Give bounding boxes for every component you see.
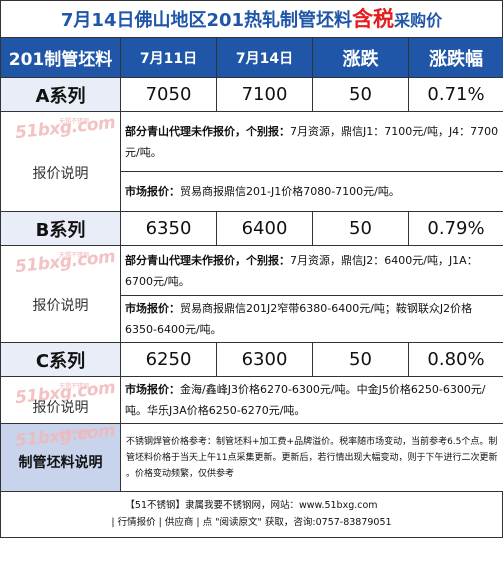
title-highlight: 含税 xyxy=(352,7,395,31)
market-quote-note: 市场报价：金海/鑫峰J3价格6270-6300元/吨。中金J5价格6250-63… xyxy=(120,376,503,424)
agent-quote-note: 部分青山代理未作报价，个别报：7月资源，鼎信J1：7100元/吨，J4：7700… xyxy=(120,111,503,172)
pipe-blank-explanation-note: 不锈钢焊管价格参考：制管坯料+加工费+品牌溢价。税率随市场变动，当前参考6.5个… xyxy=(120,423,503,492)
market-quote-note: 市场报价：贸易商报鼎信201-J1价格7080-7100元/吨。 xyxy=(120,171,503,212)
footer: 【51不锈钢】隶属我要不锈钢网，网站：www.51bxg.com | 行情报价 … xyxy=(0,492,503,538)
watermark-sub: 无锡不锈钢 xyxy=(59,252,90,259)
change-value: 50 xyxy=(312,77,409,112)
header-prev-date: 7月11日 xyxy=(120,37,217,78)
prev-price: 7050 xyxy=(120,77,217,112)
curr-price: 6300 xyxy=(216,342,313,377)
curr-price: 7100 xyxy=(216,77,313,112)
header-curr-date: 7月14日 xyxy=(216,37,313,78)
market-quote-note: 市场报价：贸易商报鼎信201J2窄带6380-6400元/吨；鞍钢联众J2价格6… xyxy=(120,295,503,343)
series-name: A系列 xyxy=(0,77,121,112)
title-part1: 7月14日佛山地区201热轧制管坯料 xyxy=(60,10,353,31)
series-name: B系列 xyxy=(0,211,121,246)
watermark-sub: 无锡不锈钢 xyxy=(59,383,90,390)
quote-note-text: 报价说明 xyxy=(32,165,89,182)
table-row: A系列 7050 7100 50 0.71% xyxy=(0,77,503,112)
quote-note-label: 51bxg.com 无锡不锈钢 报价说明 xyxy=(0,245,121,343)
title-part2: 采购价 xyxy=(394,11,443,30)
curr-price: 6400 xyxy=(216,211,313,246)
change-pct: 0.71% xyxy=(408,77,503,112)
footer-line-1: 【51不锈钢】隶属我要不锈钢网，网站：www.51bxg.com xyxy=(125,500,378,511)
change-pct: 0.79% xyxy=(408,211,503,246)
change-value: 50 xyxy=(312,342,409,377)
table-row: B系列 6350 6400 50 0.79% xyxy=(0,211,503,246)
watermark-sub: 无锡不锈钢 xyxy=(59,118,90,125)
page-title: 7月14日佛山地区201热轧制管坯料含税采购价 xyxy=(0,0,503,37)
table-row: C系列 6250 6300 50 0.80% xyxy=(0,342,503,377)
price-table: 201制管坯料 7月11日 7月14日 涨跌 涨跌幅 A系列 7050 7100… xyxy=(0,37,503,492)
header-product: 201制管坯料 xyxy=(0,37,121,78)
table-header: 201制管坯料 7月11日 7月14日 涨跌 涨跌幅 xyxy=(0,37,503,78)
prev-price: 6250 xyxy=(120,342,217,377)
pipe-blank-explanation-label: 51bxg.com 无锡不锈钢 制管坯料说明 xyxy=(0,421,121,492)
quote-note-label: 51bxg.com 无锡不锈钢 报价说明 xyxy=(0,376,121,424)
pipe-blank-explanation-text: 制管坯料说明 xyxy=(18,454,103,471)
watermark-sub: 无锡不锈钢 xyxy=(59,430,90,437)
quote-note-label: 51bxg.com 无锡不锈钢 报价说明 xyxy=(0,111,121,212)
series-name: C系列 xyxy=(0,342,121,377)
header-change-pct: 涨跌幅 xyxy=(408,37,503,78)
prev-price: 6350 xyxy=(120,211,217,246)
footer-line-2: | 行情报价 | 供应商 | 点 "阅读原文" 获取，咨询:0757-83879… xyxy=(111,517,392,528)
change-value: 50 xyxy=(312,211,409,246)
header-change: 涨跌 xyxy=(312,37,409,78)
agent-quote-note: 部分青山代理未作报价，个别报：7月资源，鼎信J2：6400元/吨，J1A：670… xyxy=(120,245,503,296)
quote-note-text: 报价说明 xyxy=(32,298,89,314)
change-pct: 0.80% xyxy=(408,342,503,377)
quote-note-text: 报价说明 xyxy=(32,400,89,416)
